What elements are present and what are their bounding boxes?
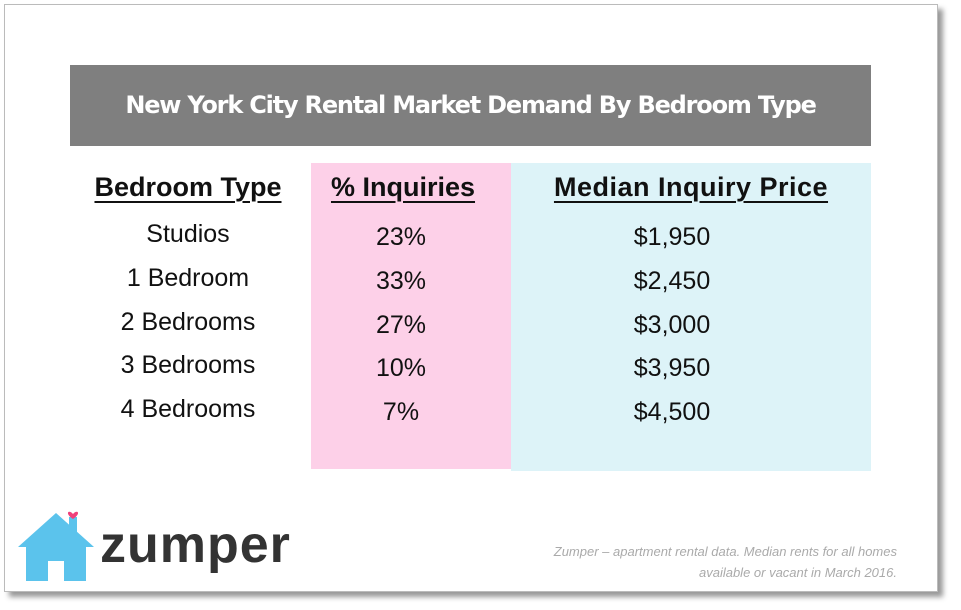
column-header: Bedroom Type [94,172,282,202]
table-cell: 3 Bedrooms [120,351,256,380]
price-column [511,163,871,471]
table-cell: $4,500 [633,398,711,427]
table-cell: Studios [146,220,230,248]
table-cell: 10% [375,354,427,383]
table-cell: 2 Bedrooms [120,307,256,336]
inquiries-column [311,163,511,469]
table-cell: $3,000 [633,310,711,339]
footnote: available or vacant in March 2016. [698,565,897,580]
table-cell: $3,950 [633,354,711,383]
table-cell: 7% [382,398,420,427]
table-cell: 23% [375,223,427,251]
column-header: Median Inquiry Price [553,172,829,202]
table-cell: 27% [375,310,427,339]
footnote: Zumper – apartment rental data. Median r… [553,544,897,559]
column-header: % Inquiries [330,172,476,202]
table-cell: $1,950 [633,223,711,251]
logo-icon [18,511,94,581]
table-cell: 33% [375,266,427,295]
table-cell: $2,450 [633,266,711,295]
table-cell: 4 Bedrooms [120,395,256,424]
title: New York City Rental Market Demand By Be… [70,65,871,146]
table-cell: 1 Bedroom [126,263,250,292]
logo-text: zumper [100,516,291,574]
